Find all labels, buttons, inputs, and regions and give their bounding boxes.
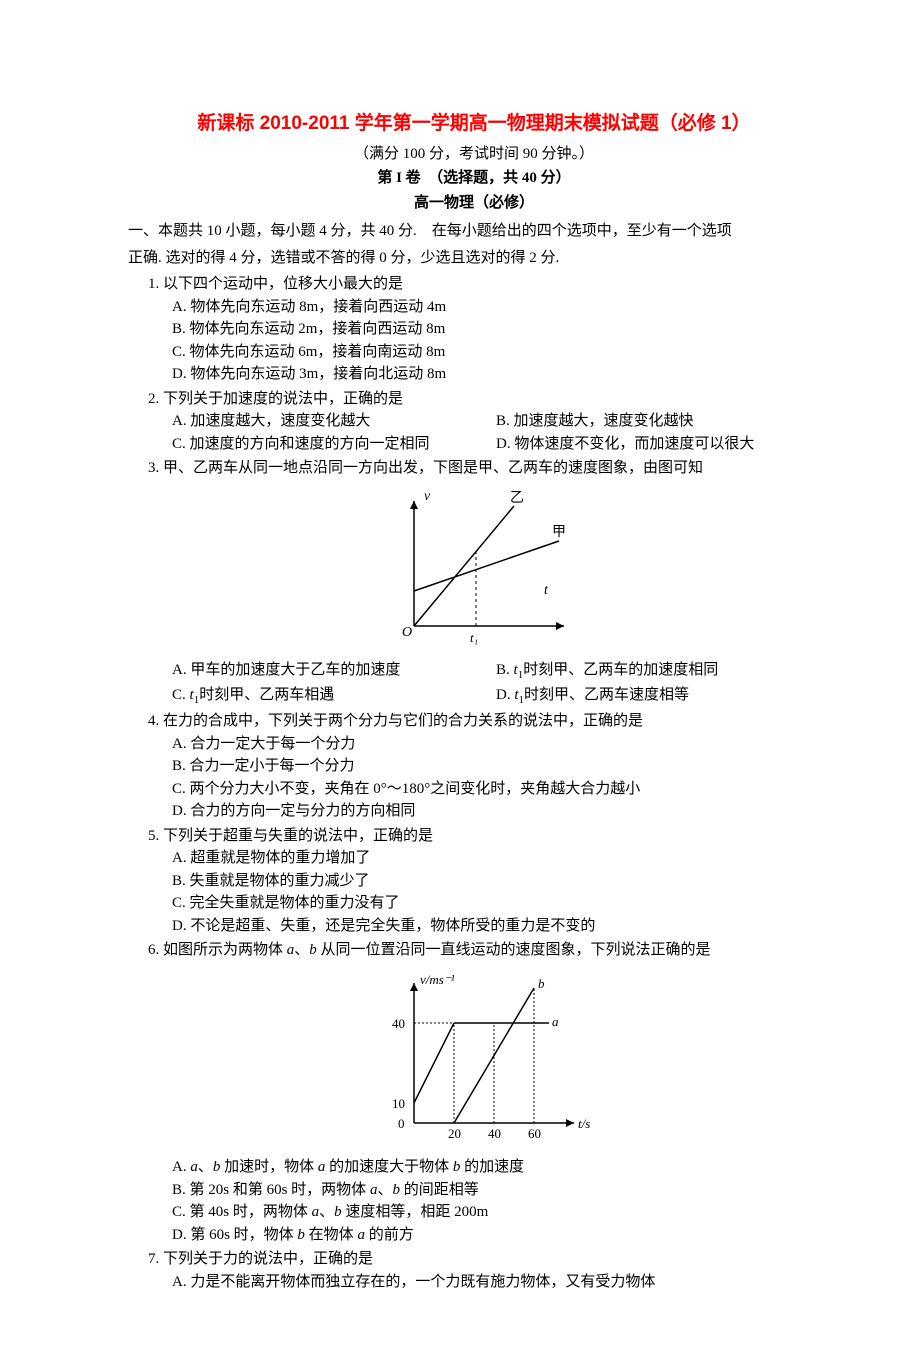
q1-option-d: D. 物体先向东运动 3m，接着向北运动 8m <box>148 363 820 386</box>
q3-option-b: B. t1时刻甲、乙两车的加速度相同 <box>496 659 820 684</box>
q4-option-b: B. 合力一定小于每一个分力 <box>148 755 820 778</box>
q5-option-d: D. 不论是超重、失重，还是完全失重，物体所受的重力是不变的 <box>148 915 820 938</box>
q5-text: 5. 下列关于超重与失重的说法中，正确的是 <box>148 825 820 848</box>
svg-text:甲: 甲 <box>552 525 566 540</box>
svg-text:a: a <box>552 1014 559 1029</box>
q5-option-b: B. 失重就是物体的重力减少了 <box>148 870 820 893</box>
svg-text:O: O <box>402 625 412 640</box>
q3-chart: O v t t₁ 甲 乙 <box>148 486 820 654</box>
q6-option-c: C. 第 40s 时，两物体 a、b 速度相等，相距 200m <box>148 1201 820 1224</box>
q7-option-a: A. 力是不能离开物体而独立存在的，一个力既有施力物体，又有受力物体 <box>148 1271 820 1294</box>
question-5: 5. 下列关于超重与失重的说法中，正确的是 A. 超重就是物体的重力增加了 B.… <box>128 825 820 938</box>
svg-text:60: 60 <box>528 1126 541 1141</box>
q1-option-b: B. 物体先向东运动 2m，接着向西运动 8m <box>148 318 820 341</box>
question-1: 1. 以下四个运动中，位移大小最大的是 A. 物体先向东运动 8m，接着向西运动… <box>128 273 820 386</box>
svg-text:0: 0 <box>398 1116 405 1131</box>
instruction-line-2: 正确. 选对的得 4 分，选错或不答的得 0 分，少选且选对的得 2 分. <box>128 247 820 270</box>
q5-option-a: A. 超重就是物体的重力增加了 <box>148 847 820 870</box>
q3-option-a: A. 甲车的加速度大于乙车的加速度 <box>172 659 496 684</box>
q4-option-d: D. 合力的方向一定与分力的方向相同 <box>148 800 820 823</box>
q4-text: 4. 在力的合成中，下列关于两个分力与它们的合力关系的说法中，正确的是 <box>148 710 820 733</box>
exam-subtitle: （满分 100 分，考试时间 90 分钟。） <box>128 143 820 166</box>
svg-text:t/s: t/s <box>578 1116 590 1131</box>
q6-text: 6. 如图所示为两物体 a、b 从同一位置沿同一直线运动的速度图象，下列说法正确… <box>148 939 820 962</box>
question-4: 4. 在力的合成中，下列关于两个分力与它们的合力关系的说法中，正确的是 A. 合… <box>128 710 820 823</box>
section-header: 第 I 卷 （选择题，共 40 分） <box>128 167 820 190</box>
q7-text: 7. 下列关于力的说法中，正确的是 <box>148 1248 820 1271</box>
svg-text:v/ms⁻¹: v/ms⁻¹ <box>420 972 455 987</box>
svg-text:v: v <box>424 489 431 504</box>
q3-option-d: D. t1时刻甲、乙两车速度相等 <box>496 684 820 709</box>
svg-text:20: 20 <box>448 1126 461 1141</box>
svg-text:b: b <box>538 976 545 991</box>
svg-text:40: 40 <box>392 1016 405 1031</box>
q6-option-d: D. 第 60s 时，物体 b 在物体 a 的前方 <box>148 1224 820 1247</box>
svg-text:乙: 乙 <box>510 490 524 506</box>
q1-option-a: A. 物体先向东运动 8m，接着向西运动 4m <box>148 296 820 319</box>
q6-option-b: B. 第 20s 和第 60s 时，两物体 a、b 的间距相等 <box>148 1179 820 1202</box>
svg-text:10: 10 <box>392 1096 405 1111</box>
q2-option-d: D. 物体速度不变化，而加速度可以很大 <box>496 433 820 456</box>
q6-option-a: A. a、b 加速时，物体 a 的加速度大于物体 b 的加速度 <box>148 1156 820 1179</box>
q2-option-a: A. 加速度越大，速度变化越大 <box>172 410 496 433</box>
question-6: 6. 如图所示为两物体 a、b 从同一位置沿同一直线运动的速度图象，下列说法正确… <box>128 939 820 1246</box>
svg-text:40: 40 <box>488 1126 501 1141</box>
exam-title: 新课标 2010-2011 学年第一学期高一物理期末模拟试题（必修 1） <box>128 110 820 139</box>
q2-option-b: B. 加速度越大，速度变化越快 <box>496 410 820 433</box>
svg-text:t: t <box>544 583 549 598</box>
q3-text: 3. 甲、乙两车从同一地点沿同一方向出发，下图是甲、乙两车的速度图象，由图可知 <box>148 457 820 480</box>
q2-text: 2. 下列关于加速度的说法中，正确的是 <box>148 388 820 411</box>
q1-option-c: C. 物体先向东运动 6m，接着向南运动 8m <box>148 341 820 364</box>
instruction-line-1: 一、本题共 10 小题，每小题 4 分，共 40 分. 在每小题给出的四个选项中… <box>128 220 820 243</box>
svg-text:t₁: t₁ <box>470 630 478 645</box>
q1-text: 1. 以下四个运动中，位移大小最大的是 <box>148 273 820 296</box>
question-7: 7. 下列关于力的说法中，正确的是 A. 力是不能离开物体而独立存在的，一个力既… <box>128 1248 820 1293</box>
q4-option-a: A. 合力一定大于每一个分力 <box>148 733 820 756</box>
q6-chart: 0 10 40 20 40 60 v/ms⁻¹ t/s a b <box>148 968 820 1151</box>
q5-option-c: C. 完全失重就是物体的重力没有了 <box>148 892 820 915</box>
question-2: 2. 下列关于加速度的说法中，正确的是 A. 加速度越大，速度变化越大 B. 加… <box>128 388 820 456</box>
q4-option-c: C. 两个分力大小不变，夹角在 0°～180°之间变化时，夹角越大合力越小 <box>148 778 820 801</box>
question-3: 3. 甲、乙两车从同一地点沿同一方向出发，下图是甲、乙两车的速度图象，由图可知 … <box>128 457 820 708</box>
q2-option-c: C. 加速度的方向和速度的方向一定相同 <box>172 433 496 456</box>
course-name: 高一物理（必修） <box>128 192 820 215</box>
q3-option-c: C. t1时刻甲、乙两车相遇 <box>172 684 496 709</box>
